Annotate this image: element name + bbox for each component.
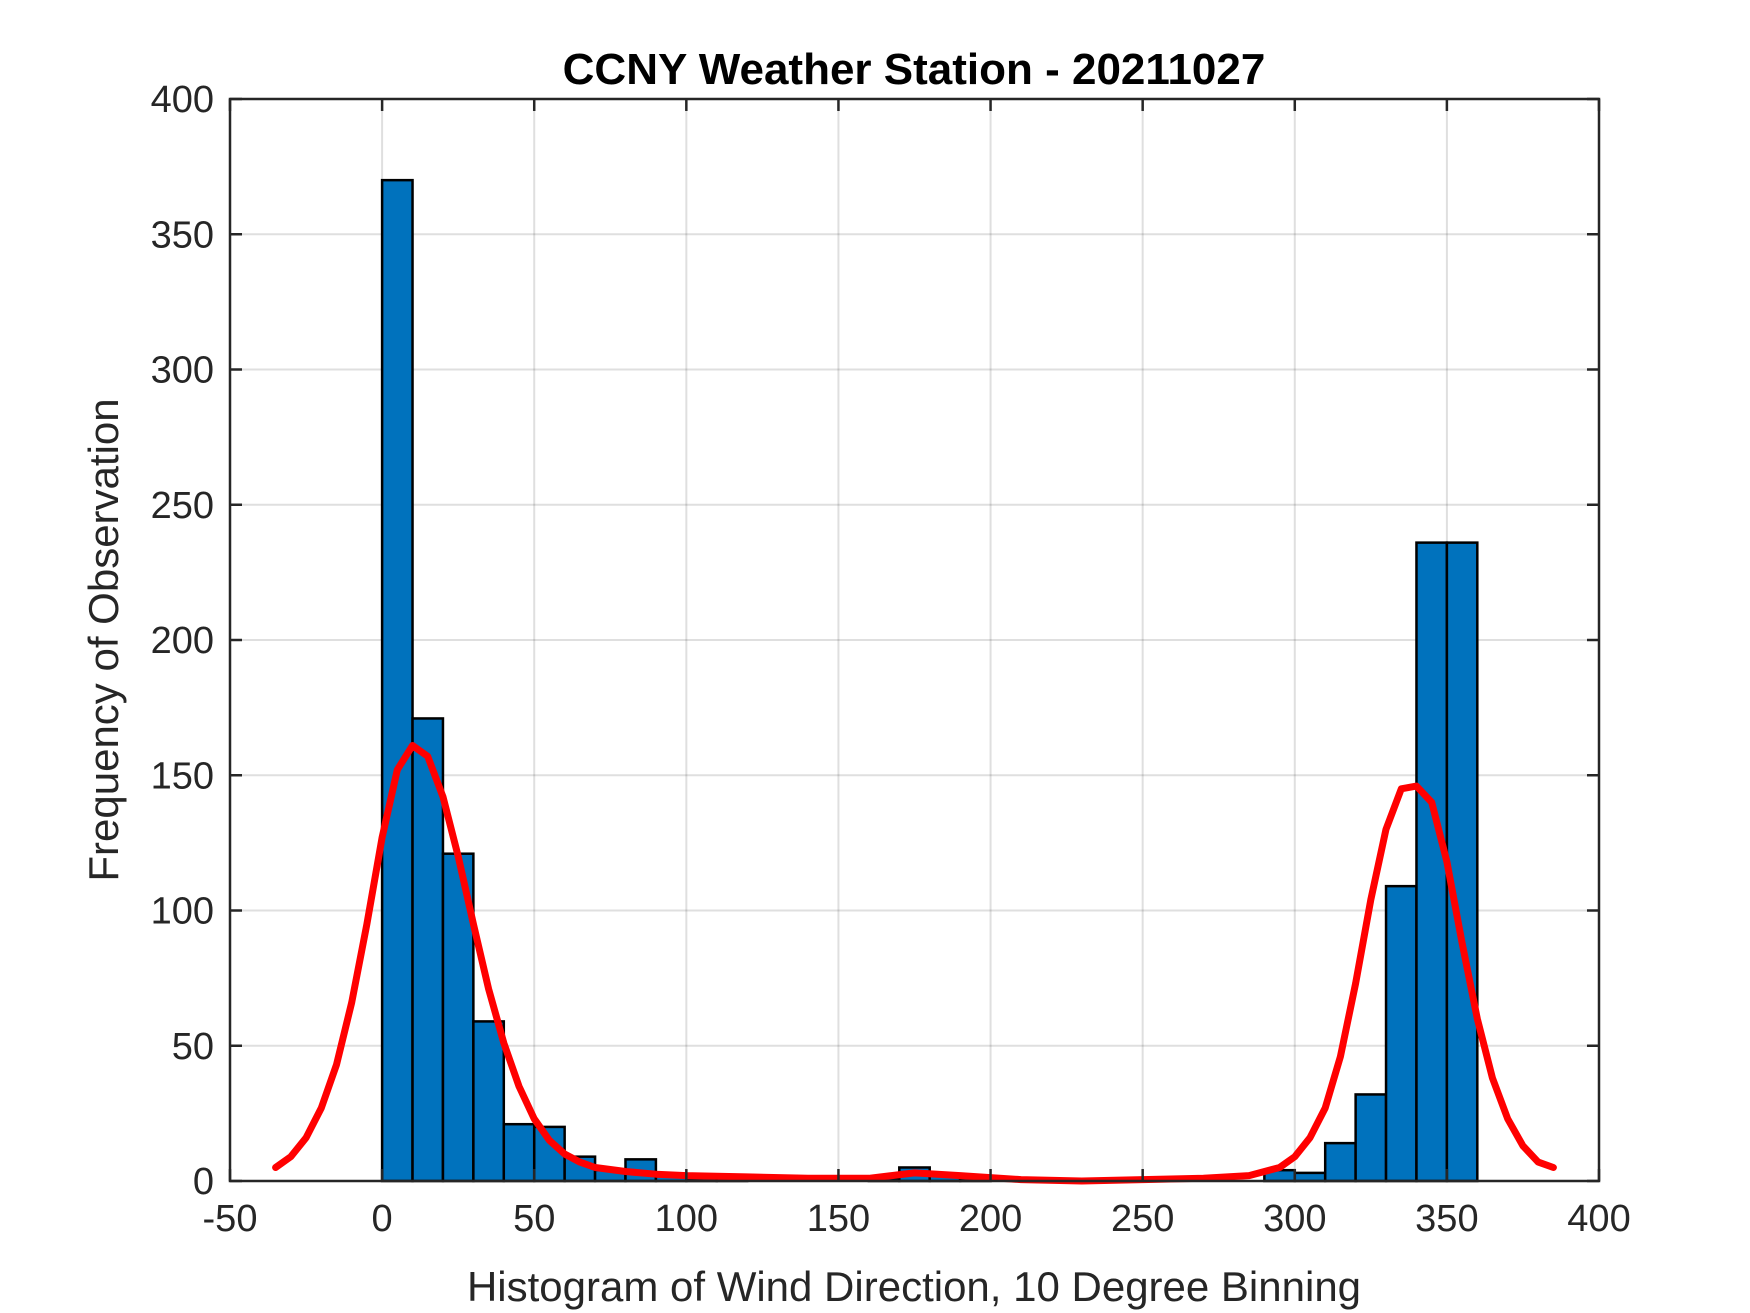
tick-marks xyxy=(228,97,1601,1183)
x-tick-label: 0 xyxy=(372,1198,393,1240)
y-tick-labels: 0 50 100 150 200 250 300 350 400 xyxy=(151,79,214,1203)
y-tick-label: 300 xyxy=(151,350,214,392)
histogram-bar xyxy=(1384,884,1418,1183)
x-axis-label: Histogram of Wind Direction, 10 Degree B… xyxy=(467,1263,1361,1310)
histogram-bar xyxy=(502,1122,536,1183)
histogram-bar xyxy=(1354,1093,1388,1183)
x-tick-label: 50 xyxy=(513,1198,555,1240)
x-tick-label: 300 xyxy=(1263,1198,1326,1240)
y-tick-label: 400 xyxy=(151,79,214,121)
histogram-bars xyxy=(380,178,1479,1183)
x-tick-labels: -50 0 50 100 150 200 250 300 350 400 xyxy=(203,1198,1631,1240)
histogram-bar xyxy=(380,178,414,1183)
y-tick-label: 0 xyxy=(193,1161,214,1203)
histogram-bar xyxy=(472,1020,506,1183)
y-tick-label: 50 xyxy=(172,1026,214,1068)
x-tick-label: 200 xyxy=(959,1198,1022,1240)
histogram-bar xyxy=(1415,541,1449,1183)
y-axis-label: Frequency of Observation xyxy=(80,398,127,881)
histogram-bar xyxy=(1445,541,1479,1183)
x-tick-label: 150 xyxy=(807,1198,870,1240)
x-tick-label: 350 xyxy=(1415,1198,1478,1240)
y-tick-label: 250 xyxy=(151,485,214,527)
x-tick-label: 100 xyxy=(655,1198,718,1240)
chart-title: CCNY Weather Station - 20211027 xyxy=(563,45,1266,94)
y-tick-label: 150 xyxy=(151,755,214,797)
y-tick-label: 100 xyxy=(151,891,214,933)
histogram-bar xyxy=(1323,1141,1357,1183)
y-tick-label: 350 xyxy=(151,214,214,256)
x-tick-label: 250 xyxy=(1111,1198,1174,1240)
x-tick-label: 400 xyxy=(1567,1198,1630,1240)
y-tick-label: 200 xyxy=(151,620,214,662)
x-tick-label: -50 xyxy=(203,1198,258,1240)
